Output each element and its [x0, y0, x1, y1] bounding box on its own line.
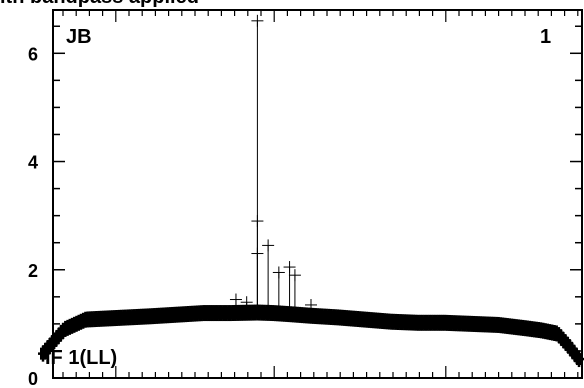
if-polarization-label: IF 1(LL): [45, 347, 117, 369]
y-axis: 0 2 4 6: [28, 25, 582, 388]
y-tick-label: 2: [28, 261, 38, 281]
data-point-fill: [576, 353, 582, 366]
x-axis: [62, 10, 579, 378]
antenna-label: JB: [66, 26, 92, 48]
panel-number: 1: [540, 26, 551, 48]
outlier-spikes: [235, 20, 312, 316]
plot-frame: [52, 9, 583, 379]
outlier-markers: [229, 14, 317, 311]
bandpass-series: [38, 304, 584, 368]
y-tick-label: 0: [28, 369, 38, 388]
y-tick-label: 4: [28, 153, 38, 173]
y-tick-label: 6: [28, 44, 38, 64]
chart-title: ith bandpass applied: [0, 0, 199, 8]
